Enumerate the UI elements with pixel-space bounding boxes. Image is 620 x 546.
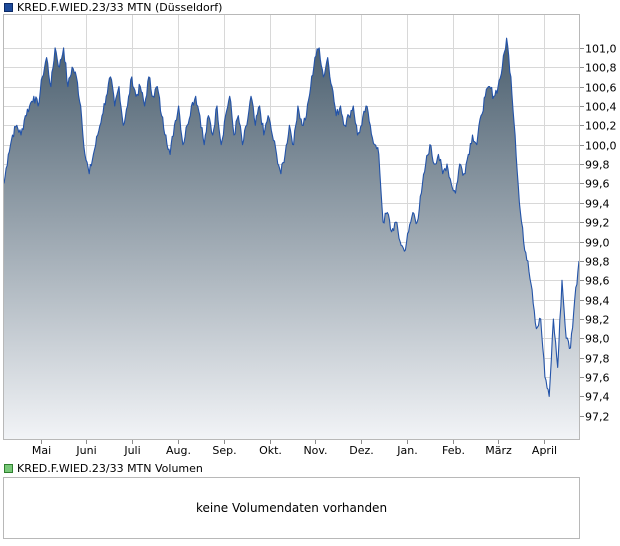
y-tick-label: 97,6 bbox=[585, 372, 610, 385]
y-tick-label: 98,2 bbox=[585, 314, 610, 327]
volume-empty-message: keine Volumendaten vorhanden bbox=[195, 501, 388, 515]
volume-legend-swatch bbox=[4, 463, 13, 473]
y-tick-label: 100,8 bbox=[585, 62, 617, 75]
y-tick-label: 99,2 bbox=[585, 217, 610, 230]
y-tick-label: 100,6 bbox=[585, 82, 617, 95]
y-axis: 97,2 97,4 97,6 97,8 98,0 98,2 98,4 98,6 98,8 99,0… bbox=[580, 43, 617, 424]
x-tick-label: Juli bbox=[123, 444, 140, 457]
x-tick-label: März bbox=[485, 444, 512, 457]
y-tick-label: 97,8 bbox=[585, 353, 610, 366]
x-tick-label: April bbox=[532, 444, 557, 457]
plot-border bbox=[3, 14, 580, 440]
x-axis: Mai Juni Juli Aug. Sep. Okt. Nov. Dez. Jan. Feb. M… bbox=[32, 440, 557, 457]
x-tick-label: Sep. bbox=[212, 444, 236, 457]
x-tick-label: Aug. bbox=[166, 444, 191, 457]
price-chart: 97,2 97,4 97,6 97,8 98,0 98,2 98,4 98,6 98,8 99,0… bbox=[3, 14, 617, 457]
volume-legend-label: KRED.F.WIED.23/33 MTN Volumen bbox=[17, 461, 203, 475]
y-tick-label: 99,4 bbox=[585, 198, 610, 211]
x-tick-label: Feb. bbox=[442, 444, 465, 457]
y-tick-label: 100,0 bbox=[585, 140, 617, 153]
price-legend: KRED.F.WIED.23/33 MTN (Düsseldorf) bbox=[4, 0, 223, 14]
x-tick-label: Dez. bbox=[349, 444, 374, 457]
x-tick-label: Nov. bbox=[303, 444, 327, 457]
x-tick-label: Jan. bbox=[396, 444, 417, 457]
x-tick-label: Juni bbox=[75, 444, 96, 457]
price-legend-label: KRED.F.WIED.23/33 MTN (Düsseldorf) bbox=[17, 0, 223, 14]
y-tick-label: 97,2 bbox=[585, 411, 610, 424]
y-tick-label: 101,0 bbox=[585, 43, 617, 56]
y-tick-label: 99,0 bbox=[585, 237, 610, 250]
y-tick-label: 97,4 bbox=[585, 391, 610, 404]
price-legend-swatch bbox=[4, 2, 13, 12]
x-tick-label: Okt. bbox=[259, 444, 282, 457]
y-tick-label: 100,4 bbox=[585, 101, 617, 114]
y-tick-label: 99,8 bbox=[585, 159, 610, 172]
price-line bbox=[3, 37, 580, 397]
price-area bbox=[4, 38, 579, 440]
y-tick-label: 98,0 bbox=[585, 333, 610, 346]
y-tick-label: 100,2 bbox=[585, 120, 617, 133]
y-tick-label: 99,6 bbox=[585, 178, 610, 191]
volume-panel: keine Volumendaten vorhanden bbox=[3, 477, 580, 539]
y-tick-label: 98,4 bbox=[585, 295, 610, 308]
x-tick-label: Mai bbox=[32, 444, 51, 457]
volume-legend: KRED.F.WIED.23/33 MTN Volumen bbox=[4, 461, 203, 475]
y-tick-label: 98,6 bbox=[585, 275, 610, 288]
y-tick-label: 98,8 bbox=[585, 256, 610, 269]
